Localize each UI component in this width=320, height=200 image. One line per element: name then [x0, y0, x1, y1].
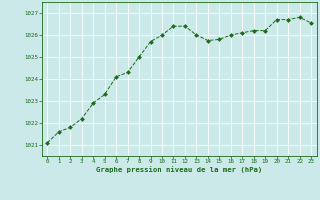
- X-axis label: Graphe pression niveau de la mer (hPa): Graphe pression niveau de la mer (hPa): [96, 166, 262, 173]
